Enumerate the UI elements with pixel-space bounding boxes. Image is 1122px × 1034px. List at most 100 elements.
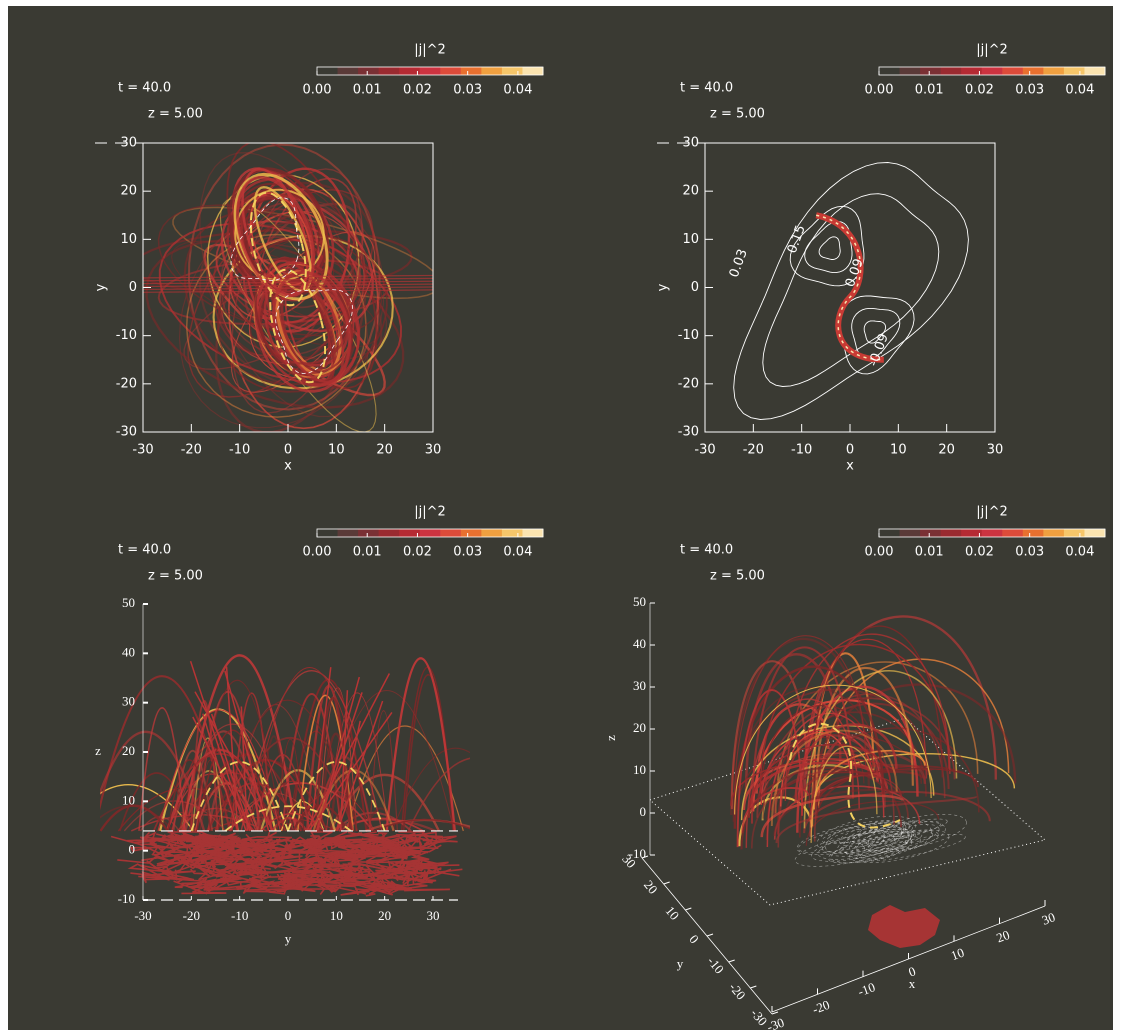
colorbar-segment xyxy=(461,67,482,75)
colorbar-tick-label: 0.03 xyxy=(453,83,482,98)
colorbar-segment xyxy=(900,67,921,75)
y-tick-label: -30 xyxy=(116,425,137,440)
colorbar-segment xyxy=(941,529,962,537)
z-axis-label: z xyxy=(603,735,618,741)
colorbar-segment xyxy=(1043,529,1064,537)
colorbar-segment xyxy=(317,529,338,537)
colorbar-tick-label: 0.03 xyxy=(1015,545,1044,560)
y-tick-label: 30 xyxy=(122,694,135,709)
y-tick-label: 40 xyxy=(122,644,135,659)
colorbar-tick-label: 0.02 xyxy=(403,83,432,98)
y-tick-label: 0 xyxy=(129,842,136,857)
z-tick-label: 30 xyxy=(633,678,646,693)
x-tick-label: 10 xyxy=(890,443,907,458)
page: {"chart_data": [ {"type": "field-lines",… xyxy=(0,0,1122,1034)
colorbar-segment xyxy=(420,529,441,537)
figure: t = 40.0 z = 5.00 |j|^2 0.00 0.01 0.02 0.03 0.0… xyxy=(0,0,1122,1034)
colorbar-segment xyxy=(440,67,461,75)
colorbar-label: |j|^2 xyxy=(414,505,446,520)
colorbar-segment xyxy=(358,67,379,75)
x-tick-label: -30 xyxy=(132,443,153,458)
colorbar-tick-label: 0.02 xyxy=(403,545,432,560)
colorbar-segment xyxy=(502,67,523,75)
colorbar-segment xyxy=(879,67,900,75)
colorbar-segment xyxy=(879,529,900,537)
colorbar-segment xyxy=(1084,67,1105,75)
colorbar-segment xyxy=(920,529,941,537)
y-axis-label: y xyxy=(94,283,109,291)
panel-subtitle: z = 5.00 xyxy=(148,107,203,122)
x-tick-label: -30 xyxy=(694,443,715,458)
colorbar-tick-label: 0.02 xyxy=(965,83,994,98)
colorbar-segment xyxy=(1064,67,1085,75)
x-tick-label: -30 xyxy=(134,908,151,923)
colorbar-label: |j|^2 xyxy=(414,43,446,58)
y-tick-label: -10 xyxy=(678,328,699,343)
colorbar-segment xyxy=(379,67,400,75)
panel-title: t = 40.0 xyxy=(118,543,171,558)
y-tick-label: 0 xyxy=(129,280,137,295)
colorbar-tick-label: 0.03 xyxy=(453,545,482,560)
panel-title: t = 40.0 xyxy=(680,543,733,558)
y-tick-label: 10 xyxy=(682,232,699,247)
y-tick-label: 50 xyxy=(122,595,135,610)
y-tick-label: 10 xyxy=(122,792,135,807)
x-axis-label: x xyxy=(846,459,854,474)
colorbar-label: |j|^2 xyxy=(976,43,1008,58)
x-tick-label: -10 xyxy=(229,443,250,458)
x-axis-label: x xyxy=(909,976,916,991)
colorbar-tick-label: 0.03 xyxy=(1015,83,1044,98)
y-tick-label: 10 xyxy=(120,232,137,247)
y-tick-label: 20 xyxy=(120,184,137,199)
colorbar-tick-label: 0.00 xyxy=(865,545,894,560)
colorbar-tick-label: 0.01 xyxy=(915,83,944,98)
colorbar-segment xyxy=(317,67,338,75)
y-tick-label: 30 xyxy=(120,136,137,151)
colorbar-segment xyxy=(338,529,359,537)
colorbar-tick-label: 0.00 xyxy=(303,545,332,560)
x-tick-label: 30 xyxy=(427,908,440,923)
z-tick-label: 20 xyxy=(633,720,646,735)
x-tick-label: -20 xyxy=(183,908,200,923)
colorbar-segment xyxy=(1084,529,1105,537)
colorbar-segment xyxy=(502,529,523,537)
y-tick-label: 20 xyxy=(122,743,135,758)
colorbar-segment xyxy=(522,67,543,75)
colorbar-segment xyxy=(338,67,359,75)
colorbar-label: |j|^2 xyxy=(976,505,1008,520)
colorbar-segment xyxy=(1023,67,1044,75)
panel-subtitle: z = 5.00 xyxy=(710,569,765,584)
x-tick-label: -20 xyxy=(743,443,764,458)
x-tick-label: 30 xyxy=(987,443,1004,458)
colorbar-segment xyxy=(982,529,1003,537)
z-tick-label: 50 xyxy=(633,594,646,609)
colorbar-tick-label: 0.04 xyxy=(1065,83,1094,98)
colorbar-tick-label: 0.04 xyxy=(503,83,532,98)
colorbar-segment xyxy=(379,529,400,537)
panel-subtitle: z = 5.00 xyxy=(148,569,203,584)
y-axis-label: z xyxy=(95,743,101,758)
x-tick-label: 0 xyxy=(846,443,854,458)
x-tick-label: 20 xyxy=(378,908,391,923)
colorbar-tick-label: 0.01 xyxy=(915,545,944,560)
x-tick-label: 20 xyxy=(376,443,393,458)
x-tick-label: -10 xyxy=(791,443,812,458)
colorbar-segment xyxy=(1023,529,1044,537)
panel-title: t = 40.0 xyxy=(118,81,171,96)
z-tick-label: 10 xyxy=(633,762,646,777)
colorbar-segment xyxy=(420,67,441,75)
colorbar-tick-label: 0.00 xyxy=(303,83,332,98)
x-axis-label: x xyxy=(284,459,292,474)
colorbar-tick-label: 0.04 xyxy=(1065,545,1094,560)
panel-subtitle: z = 5.00 xyxy=(710,107,765,122)
y-tick-label: -10 xyxy=(118,891,135,906)
colorbar-segment xyxy=(1064,529,1085,537)
colorbar-segment xyxy=(941,67,962,75)
x-tick-label: -20 xyxy=(181,443,202,458)
colorbar-tick-label: 0.01 xyxy=(353,83,382,98)
x-tick-label: 10 xyxy=(330,908,343,923)
colorbar-segment xyxy=(1002,529,1023,537)
colorbar-tick-label: 0.00 xyxy=(865,83,894,98)
colorbar-segment xyxy=(481,529,502,537)
x-tick-label: 0 xyxy=(284,443,292,458)
